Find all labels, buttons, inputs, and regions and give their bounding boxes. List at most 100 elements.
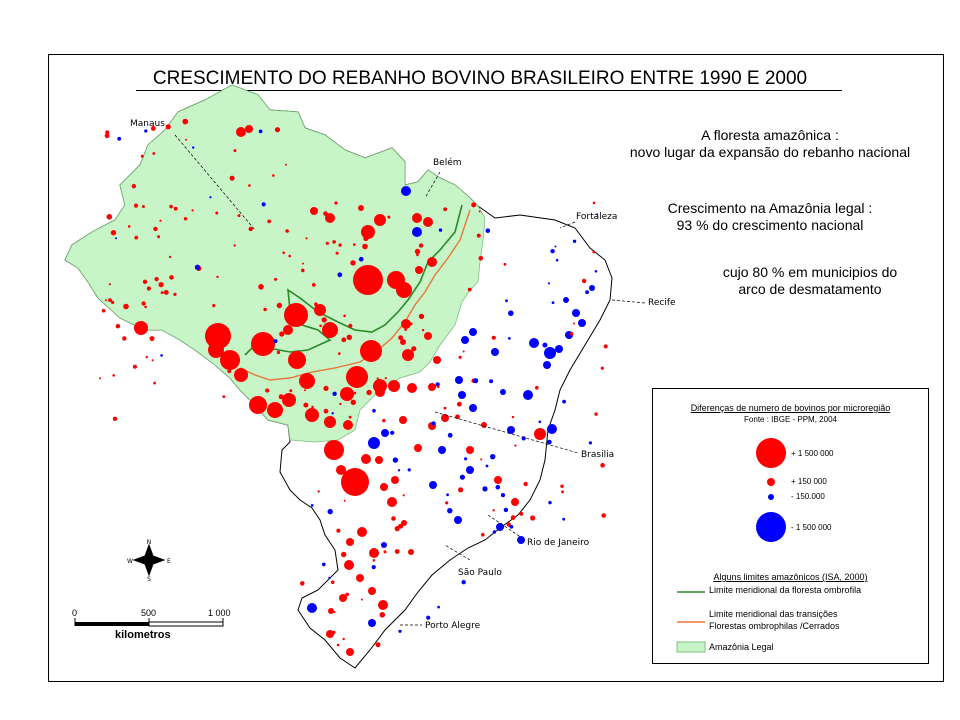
small-dot-104 bbox=[215, 211, 219, 215]
small-dot-243 bbox=[314, 302, 318, 307]
small-dot-227 bbox=[319, 324, 322, 328]
large-dot-27 bbox=[402, 349, 414, 361]
medium-dot-4 bbox=[358, 205, 364, 211]
small-dot-77 bbox=[173, 292, 177, 296]
small-dot-99 bbox=[227, 369, 232, 374]
small-dot-63 bbox=[514, 444, 517, 447]
medium-dot-40 bbox=[529, 338, 539, 348]
small-dot-110 bbox=[447, 432, 453, 438]
small-dot-151 bbox=[443, 406, 447, 410]
city-sao-paulo: São Paulo bbox=[458, 568, 502, 578]
large-dot-25 bbox=[314, 304, 326, 316]
medium-dot-11 bbox=[407, 383, 417, 393]
small-dot-167 bbox=[332, 240, 336, 244]
small-dot-253 bbox=[276, 350, 281, 355]
small-dot-81 bbox=[411, 346, 417, 352]
small-dot-6 bbox=[312, 410, 316, 414]
small-dot-245 bbox=[144, 129, 148, 133]
small-dot-176 bbox=[438, 228, 443, 232]
map-title: CRESCIMENTO DO REBANHO BOVINO BRASILEIRO… bbox=[152, 68, 808, 89]
medium-dot-61 bbox=[500, 389, 506, 395]
small-dot-38 bbox=[481, 532, 485, 537]
small-dot-114 bbox=[272, 174, 275, 177]
legend-class-3: - 150.000 bbox=[791, 492, 825, 501]
small-dot-96 bbox=[165, 124, 171, 130]
medium-dot-20 bbox=[336, 465, 346, 475]
small-dot-170 bbox=[341, 551, 347, 558]
small-dot-155 bbox=[342, 637, 345, 641]
small-dot-87 bbox=[323, 408, 329, 414]
medium-dot-13 bbox=[424, 332, 432, 340]
small-dot-210 bbox=[153, 226, 158, 232]
annotation-forest: A floresta amazônica : novo lugar da exp… bbox=[580, 127, 960, 161]
scale-tick-500: 500 bbox=[141, 608, 157, 618]
small-dot-24 bbox=[241, 377, 245, 381]
small-dot-150 bbox=[489, 379, 494, 384]
small-dot-61 bbox=[551, 301, 555, 304]
small-dot-23 bbox=[372, 559, 376, 562]
medium-dot-15 bbox=[428, 383, 436, 391]
small-dot-194 bbox=[492, 530, 497, 534]
small-dot-173 bbox=[490, 454, 496, 460]
small-dot-75 bbox=[350, 399, 356, 405]
small-dot-131 bbox=[279, 331, 285, 337]
annotation-arc: cujo 80 % em municipios do arco de desma… bbox=[680, 264, 940, 298]
medium-dot-43 bbox=[507, 426, 515, 434]
medium-dot-41 bbox=[555, 345, 563, 353]
medium-dot-21 bbox=[380, 483, 388, 491]
compass-rose bbox=[132, 543, 166, 577]
small-dot-172 bbox=[333, 610, 336, 614]
large-dot-18 bbox=[134, 321, 148, 335]
legend-symbols bbox=[676, 438, 786, 653]
small-dot-156 bbox=[459, 474, 465, 480]
small-dot-137 bbox=[538, 420, 542, 424]
small-dot-55 bbox=[500, 493, 506, 498]
small-dot-228 bbox=[117, 136, 122, 141]
small-dot-5 bbox=[160, 354, 163, 357]
medium-dot-1 bbox=[245, 125, 253, 133]
small-dot-9 bbox=[338, 243, 342, 247]
large-dot-8 bbox=[220, 350, 240, 370]
small-dot-93 bbox=[362, 243, 368, 250]
large-dot-3 bbox=[251, 332, 275, 356]
medium-dot-52 bbox=[563, 297, 569, 303]
legend-source: Fonte : IBGE - PPM, 2004 bbox=[744, 415, 837, 424]
small-dot-107 bbox=[485, 228, 491, 233]
medium-dot-67 bbox=[429, 481, 437, 489]
medium-dot-38 bbox=[381, 429, 389, 437]
small-dot-145 bbox=[346, 334, 352, 340]
small-dot-21 bbox=[458, 487, 464, 493]
small-dot-193 bbox=[418, 243, 424, 248]
small-dot-102 bbox=[163, 290, 169, 295]
small-dot-130 bbox=[302, 262, 304, 265]
medium-dot-49 bbox=[578, 319, 586, 327]
small-dot-108 bbox=[383, 550, 387, 554]
small-dot-10 bbox=[485, 464, 489, 468]
small-dot-62 bbox=[123, 303, 129, 310]
small-dot-257 bbox=[278, 394, 284, 400]
small-dot-17 bbox=[447, 508, 453, 514]
small-dot-12 bbox=[585, 290, 589, 295]
small-dot-128 bbox=[381, 391, 385, 395]
small-dot-142 bbox=[456, 401, 462, 407]
small-dot-92 bbox=[145, 355, 148, 359]
city-manaus: Manaus bbox=[130, 119, 165, 129]
small-dot-239 bbox=[458, 355, 462, 359]
small-dot-44 bbox=[404, 328, 407, 331]
small-dot-241 bbox=[462, 350, 465, 353]
small-dot-85 bbox=[301, 268, 305, 273]
small-dot-8 bbox=[276, 302, 283, 309]
small-dot-74 bbox=[160, 291, 164, 295]
small-dot-65 bbox=[222, 395, 226, 398]
medium-dot-57 bbox=[481, 422, 487, 428]
small-dot-195 bbox=[503, 262, 507, 266]
small-dot-233 bbox=[194, 264, 201, 270]
small-dot-161 bbox=[311, 405, 314, 409]
medium-dot-7 bbox=[427, 257, 437, 267]
small-dot-40 bbox=[336, 643, 340, 647]
small-dot-29 bbox=[464, 457, 468, 461]
small-dot-223 bbox=[229, 175, 235, 181]
medium-dot-37 bbox=[368, 437, 380, 449]
large-dot-28 bbox=[340, 387, 354, 401]
small-dot-129 bbox=[248, 184, 251, 187]
